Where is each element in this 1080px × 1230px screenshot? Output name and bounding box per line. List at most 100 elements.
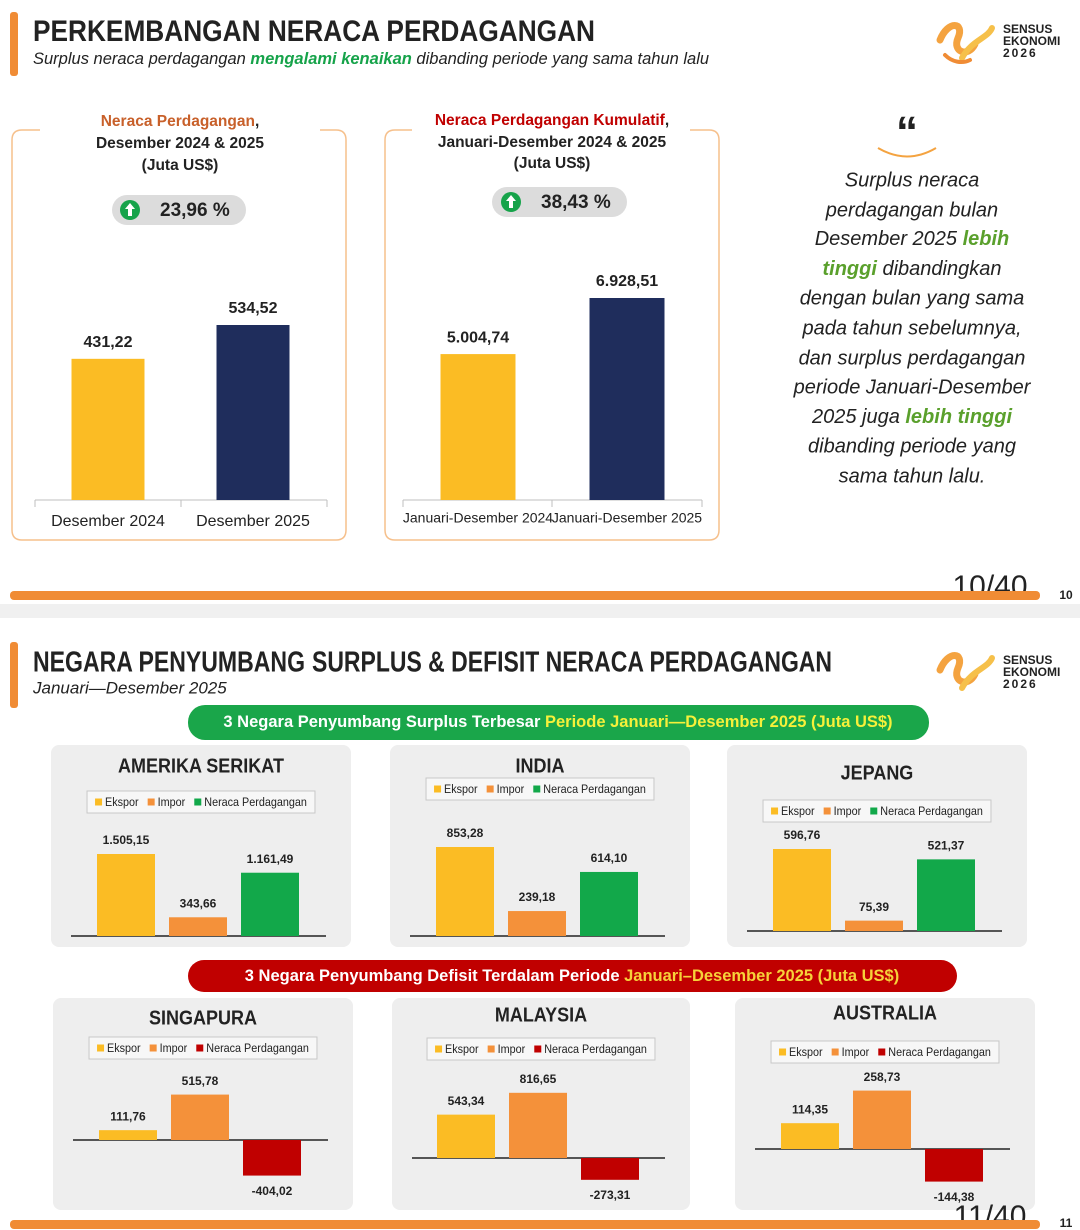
legend-label: Impor xyxy=(160,1043,188,1056)
quote-line: dibanding periode yang xyxy=(808,435,1016,457)
value-label: 543,34 xyxy=(448,1094,485,1108)
accent-bar xyxy=(10,642,18,708)
value-label: 816,65 xyxy=(520,1072,557,1086)
legend-label: Neraca Perdagangan xyxy=(888,1047,991,1060)
legend-label: Neraca Perdagangan xyxy=(206,1043,309,1056)
banner-text: 3 Negara Penyumbang Defisit Terdalam Per… xyxy=(245,967,899,985)
quote-highlight: tinggi xyxy=(823,258,878,280)
bar xyxy=(580,871,638,936)
legend-swatch xyxy=(878,1048,886,1056)
legend-label: Ekspor xyxy=(105,797,139,810)
page-number: 10 xyxy=(1059,588,1073,602)
change-badge xyxy=(112,195,246,225)
legend-label: Ekspor xyxy=(781,806,815,819)
chart-title: JEPANG xyxy=(841,762,914,784)
logo-text: EKONOMI xyxy=(1003,665,1060,679)
banner-highlight: Periode Januari—Desember 2025 (Juta US$) xyxy=(545,713,893,731)
bar xyxy=(781,1123,839,1149)
quote-line: perdagangan bulan xyxy=(825,199,998,221)
category-label: Januari-Desember 2025 xyxy=(552,510,702,526)
legend-label: Impor xyxy=(842,1047,870,1060)
legend-label: Neraca Perdagangan xyxy=(880,806,983,819)
quote-mark: “ xyxy=(896,108,918,157)
chart-title: SINGAPURA xyxy=(149,1007,257,1029)
bar xyxy=(853,1090,911,1149)
logo: SENSUS EKONOMI 2026 xyxy=(936,22,1060,65)
category-label: Desember 2024 xyxy=(51,513,165,530)
quote-line: dan surplus perdagangan xyxy=(799,347,1026,369)
charts: 431,22 Desember 2024 534,52 Desember 2025 5.… xyxy=(34,273,1035,1210)
logo-text: SENSUS xyxy=(1003,22,1052,36)
value-label: 343,66 xyxy=(180,896,217,910)
legend-swatch xyxy=(823,807,831,815)
value-label: 431,22 xyxy=(84,334,133,351)
chart-title: INDIA xyxy=(516,755,565,777)
legend-swatch xyxy=(147,798,155,806)
legend-swatch xyxy=(196,1044,204,1052)
legend-swatch xyxy=(434,785,442,793)
legend-label: Impor xyxy=(834,806,862,819)
banner-part: 3 Negara Penyumbang Defisit Terdalam Per… xyxy=(245,967,624,985)
legend-swatch xyxy=(95,798,103,806)
bar xyxy=(216,325,290,500)
bar xyxy=(437,1114,495,1158)
value-label: 515,78 xyxy=(182,1074,219,1088)
surplus-banner xyxy=(188,705,929,740)
value-label: 614,10 xyxy=(591,851,628,865)
legend-swatch xyxy=(194,798,202,806)
value-label: 258,73 xyxy=(864,1070,901,1084)
value-label: 239,18 xyxy=(519,890,556,904)
panel-heading: Neraca Perdagangan, xyxy=(101,113,260,130)
legend-swatch xyxy=(486,785,494,793)
bar xyxy=(97,854,155,936)
bar xyxy=(71,358,145,500)
quote-line: dengan bulan yang sama xyxy=(800,287,1025,309)
page-number: 11 xyxy=(1060,1216,1073,1230)
banner-part: 3 Negara Penyumbang Surplus Terbesar xyxy=(223,713,545,731)
bar xyxy=(925,1149,983,1182)
legend-swatch xyxy=(435,1045,443,1053)
quote-line: Surplus neraca xyxy=(845,169,980,191)
value-label: 853,28 xyxy=(447,826,484,840)
legend-swatch xyxy=(870,807,878,815)
legend-label: Ekspor xyxy=(444,784,478,797)
value-label: 111,76 xyxy=(110,1109,146,1123)
legend: Ekspor Impor Neraca Perdagangan xyxy=(426,1037,656,1061)
legend-label: Neraca Perdagangan xyxy=(204,797,307,810)
value-label: 1.505,15 xyxy=(103,833,150,847)
legend-swatch xyxy=(97,1044,105,1052)
slide-separator xyxy=(0,604,1080,618)
subtitle-highlight: mengalami kenaikan xyxy=(250,50,411,68)
panel-heading: (Juta US$) xyxy=(142,157,219,174)
legend: Ekspor Impor Neraca Perdagangan xyxy=(762,799,992,823)
legend-swatch xyxy=(779,1048,787,1056)
value-label: 6.928,51 xyxy=(596,273,658,290)
logo-text: 2026 xyxy=(1003,46,1038,60)
change-value: 38,43 % xyxy=(541,192,611,213)
slide-title: PERKEMBANGAN NERACA PERDAGANGAN xyxy=(33,15,595,48)
banner-text: 3 Negara Penyumbang Surplus Terbesar Per… xyxy=(223,713,892,731)
legend-label: Ekspor xyxy=(107,1043,141,1056)
value-label: -144,38 xyxy=(934,1190,975,1204)
logo-text: SENSUS xyxy=(1003,653,1052,667)
change-badge xyxy=(492,187,627,217)
banner-highlight: Januari–Desember 2025 (Juta US$) xyxy=(624,967,899,985)
panel-heading: (Juta US$) xyxy=(514,155,591,172)
logo-text: EKONOMI xyxy=(1003,34,1060,48)
quote-line: tinggi dibandingkan xyxy=(823,258,1002,280)
chart-title: MALAYSIA xyxy=(495,1004,588,1026)
value-label: 534,52 xyxy=(229,300,278,317)
value-label: 596,76 xyxy=(784,828,821,842)
legend: Ekspor Impor Neraca Perdagangan xyxy=(88,1036,318,1060)
heading-highlight: Neraca Perdagangan Kumulatif xyxy=(435,112,666,129)
quote: Surplus neraca perdagangan bulan Desembe… xyxy=(793,169,1032,487)
bar xyxy=(773,849,831,931)
quote-curve xyxy=(877,147,937,158)
logo-text: 2026 xyxy=(1003,677,1038,691)
accent-bar xyxy=(10,12,18,76)
legend: Ekspor Impor Neraca Perdagangan xyxy=(86,790,316,814)
bar xyxy=(589,298,665,500)
quote-highlight: lebih xyxy=(963,228,1010,250)
deficit-banner xyxy=(188,960,957,992)
